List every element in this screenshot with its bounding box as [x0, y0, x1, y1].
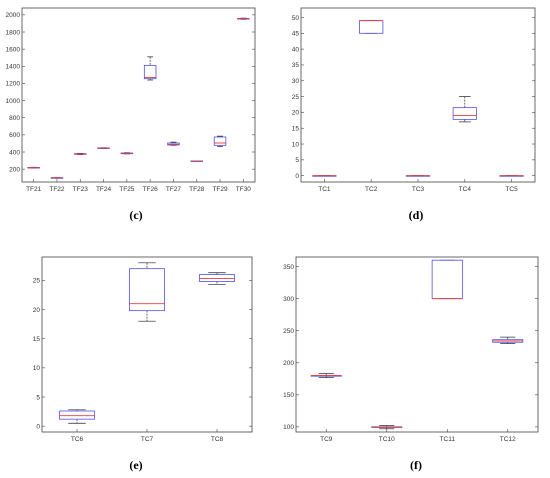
- y-tick-label: 400: [9, 149, 20, 156]
- x-tick-label: TC6: [71, 436, 84, 443]
- x-tick-label: TF28: [189, 186, 205, 193]
- iqr-box: [213, 136, 227, 146]
- iqr-box: [129, 268, 165, 312]
- y-tick-label: 2000: [6, 12, 21, 19]
- y-tick-label: 0: [36, 423, 40, 430]
- y-tick-label: 50: [292, 15, 300, 22]
- x-tick-label: TF25: [119, 186, 135, 193]
- iqr-box: [199, 274, 235, 282]
- x-tick-label: TC3: [412, 186, 425, 193]
- y-tick-label: 600: [9, 132, 20, 139]
- iqr-box: [431, 259, 463, 300]
- y-tick-label: 1000: [6, 98, 21, 105]
- box-tf26: [143, 56, 157, 81]
- y-tick-label: 1200: [6, 81, 21, 88]
- x-tick-label: TC10: [379, 436, 395, 443]
- box-tc6: [59, 409, 95, 424]
- x-tick-label: TF24: [96, 186, 112, 193]
- y-tick-label: 20: [33, 307, 41, 314]
- x-tick-label: TC12: [500, 436, 516, 443]
- box-tc4: [452, 96, 477, 123]
- y-tick-label: 200: [283, 360, 294, 367]
- y-tick-label: 10: [33, 365, 41, 372]
- y-tick-label: 5: [36, 394, 40, 401]
- y-tick-label: 25: [33, 278, 41, 285]
- box-tf27: [167, 141, 180, 146]
- y-tick-label: 25: [292, 94, 300, 101]
- y-tick-label: 200: [9, 166, 20, 173]
- x-tick-label: TF26: [143, 186, 159, 193]
- iqr-box: [59, 410, 95, 420]
- x-tick-label: TF27: [166, 186, 182, 193]
- caption-e: (e): [129, 458, 143, 472]
- y-tick-label: 0: [295, 173, 299, 180]
- caption-c: (c): [129, 208, 143, 222]
- iqr-box: [452, 107, 477, 120]
- y-tick-label: 45: [292, 31, 300, 38]
- x-tick-label: TC2: [365, 186, 378, 193]
- box-tc5: [499, 175, 524, 177]
- box-tf23: [74, 153, 87, 155]
- x-tick-label: TC9: [320, 436, 333, 443]
- box-tc3: [405, 175, 431, 177]
- x-tick-label: TF29: [212, 186, 228, 193]
- box-tf24: [97, 147, 110, 149]
- x-tick-label: TF22: [49, 186, 65, 193]
- x-tick-label: TC5: [505, 186, 518, 193]
- y-tick-label: 250: [283, 328, 294, 335]
- box-tc2: [359, 20, 384, 34]
- box-tf25: [120, 152, 134, 155]
- box-tc12: [492, 336, 524, 344]
- y-tick-label: 1600: [6, 46, 21, 53]
- y-tick-label: 150: [283, 392, 294, 399]
- box-tf29: [213, 135, 227, 147]
- box-tf28: [190, 160, 203, 162]
- x-tick-label: TF30: [236, 186, 252, 193]
- x-tick-label: TC11: [440, 436, 456, 443]
- box-tc9: [310, 373, 342, 378]
- box-tc1: [312, 175, 337, 177]
- x-tick-label: TC7: [141, 436, 154, 443]
- y-tick-label: 100: [283, 424, 294, 431]
- y-tick-label: 20: [292, 110, 300, 117]
- box-tc7: [129, 262, 165, 322]
- y-tick-label: 1800: [6, 29, 21, 36]
- caption-d: (d): [408, 208, 424, 222]
- box-tc11: [431, 259, 463, 300]
- caption-f: (f): [410, 458, 422, 472]
- box-tc10: [371, 425, 403, 430]
- x-tick-label: TF21: [26, 186, 42, 193]
- y-tick-label: 10: [292, 141, 300, 148]
- box-tf22: [50, 177, 64, 179]
- box-tf21: [27, 166, 40, 169]
- x-tick-label: TC4: [459, 186, 472, 193]
- y-tick-label: 350: [283, 264, 294, 271]
- plot-frame: [295, 256, 539, 433]
- x-tick-label: TC8: [211, 436, 224, 443]
- y-tick-label: 15: [33, 336, 41, 343]
- y-tick-label: 5: [295, 157, 299, 164]
- plot-frame: [21, 7, 256, 183]
- y-tick-label: 800: [9, 115, 20, 122]
- y-tick-label: 300: [283, 296, 294, 303]
- y-tick-label: 15: [292, 126, 300, 133]
- y-tick-label: 40: [292, 46, 300, 53]
- x-tick-label: TC1: [318, 186, 331, 193]
- box-tf30: [237, 17, 250, 20]
- y-tick-label: 30: [292, 78, 300, 85]
- x-tick-label: TF23: [73, 186, 89, 193]
- box-tc8: [199, 272, 235, 285]
- iqr-box: [143, 65, 157, 80]
- y-tick-label: 35: [292, 62, 300, 69]
- y-tick-label: 1400: [6, 64, 21, 71]
